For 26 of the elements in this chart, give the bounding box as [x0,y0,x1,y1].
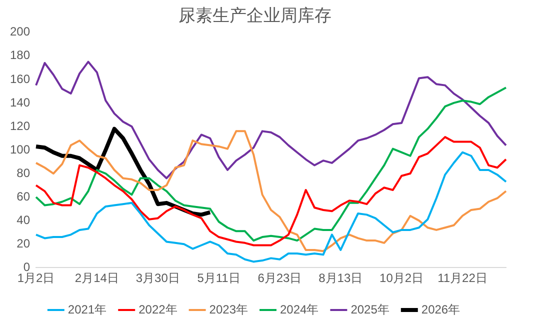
legend-label: 2023年 [209,302,248,316]
y-tick-label: 80 [16,166,30,180]
y-tick-label: 120 [10,118,30,133]
x-tick-label: 6月23日 [258,271,302,286]
x-tick-label: 2月14日 [74,271,119,286]
y-tick-label: 140 [10,95,30,110]
x-tick-label: 8月13日 [318,271,363,286]
y-tick-label: 0 [23,260,30,274]
x-tick-label: 5月11日 [197,271,240,286]
y-tick-label: 160 [10,72,30,86]
y-tick-label: 200 [10,24,30,39]
y-tick-label: 20 [16,236,30,250]
y-tick-label: 100 [10,142,30,156]
x-tick-label: 10月2日 [380,271,424,286]
chart-title: 尿素生产企业周库存 [178,6,332,25]
legend-label: 2021年 [68,302,107,316]
x-tick-label: 3月30日 [136,271,180,286]
legend-label: 2024年 [280,302,319,316]
y-tick-label: 60 [16,189,30,204]
y-tick-label: 40 [16,212,30,227]
x-tick-label: 1月2日 [17,271,55,286]
legend-label: 2026年 [421,302,460,316]
legend-label: 2025年 [350,302,390,316]
x-tick-label: 11月22日 [438,271,488,286]
y-tick-label: 180 [10,48,30,62]
legend-label: 2022年 [138,302,178,316]
